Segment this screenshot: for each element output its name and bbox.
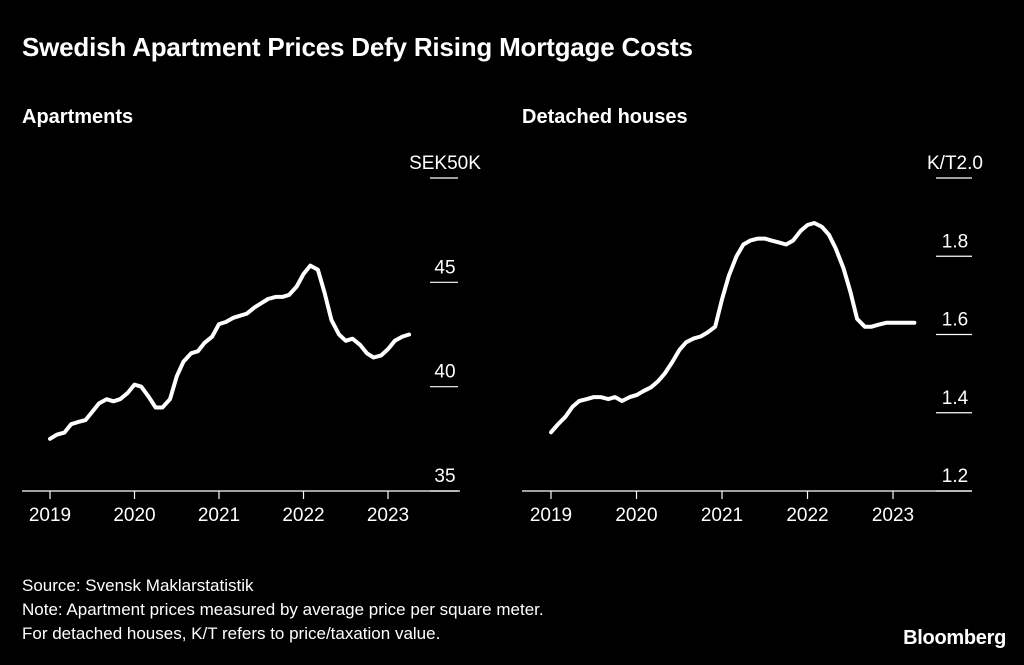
detached-houses-series-line xyxy=(549,221,917,435)
detached-houses-ytick-label: K/T2.0 xyxy=(927,153,983,174)
detached-houses-xtick-label: 2022 xyxy=(786,505,828,526)
detached-houses-ytick-label: 1.4 xyxy=(942,388,969,409)
bloomberg-logo: Bloomberg xyxy=(903,627,1006,649)
detached-houses-ytick-label: 1.2 xyxy=(942,466,968,487)
note-detached-houses: For detached houses, K/T refers to price… xyxy=(22,624,441,643)
apartments-ytick-label: 45 xyxy=(434,257,455,278)
detached-houses-xtick-label: 2023 xyxy=(872,505,914,526)
panel-title-detached-houses: Detached houses xyxy=(522,106,688,128)
apartments-xtick-label: 2021 xyxy=(198,505,240,526)
apartments-xtick-label: 2020 xyxy=(113,505,155,526)
apartments-xtick-label: 2019 xyxy=(29,505,71,526)
apartments-xtick-label: 2022 xyxy=(282,505,324,526)
chart-title: Swedish Apartment Prices Defy Rising Mor… xyxy=(22,32,693,62)
detached-houses-ytick-label: 1.6 xyxy=(942,310,968,331)
detached-houses-ytick-label: 1.8 xyxy=(942,231,968,252)
apartments-ytick-label: 40 xyxy=(434,362,455,383)
source-note: Source: Svensk Maklarstatistik xyxy=(22,576,254,595)
apartments-xtick-label: 2023 xyxy=(367,505,409,526)
detached-houses-xtick-label: 2021 xyxy=(701,505,743,526)
apartments-series-line xyxy=(48,263,412,441)
note-apartments: Note: Apartment prices measured by avera… xyxy=(22,600,544,619)
detached-houses-xtick-label: 2019 xyxy=(530,505,572,526)
apartments-ytick-label: 35 xyxy=(434,466,455,487)
panel-title-apartments: Apartments xyxy=(22,106,134,128)
detached-houses-xtick-label: 2020 xyxy=(615,505,657,526)
apartments-ytick-label: SEK50K xyxy=(409,153,481,174)
